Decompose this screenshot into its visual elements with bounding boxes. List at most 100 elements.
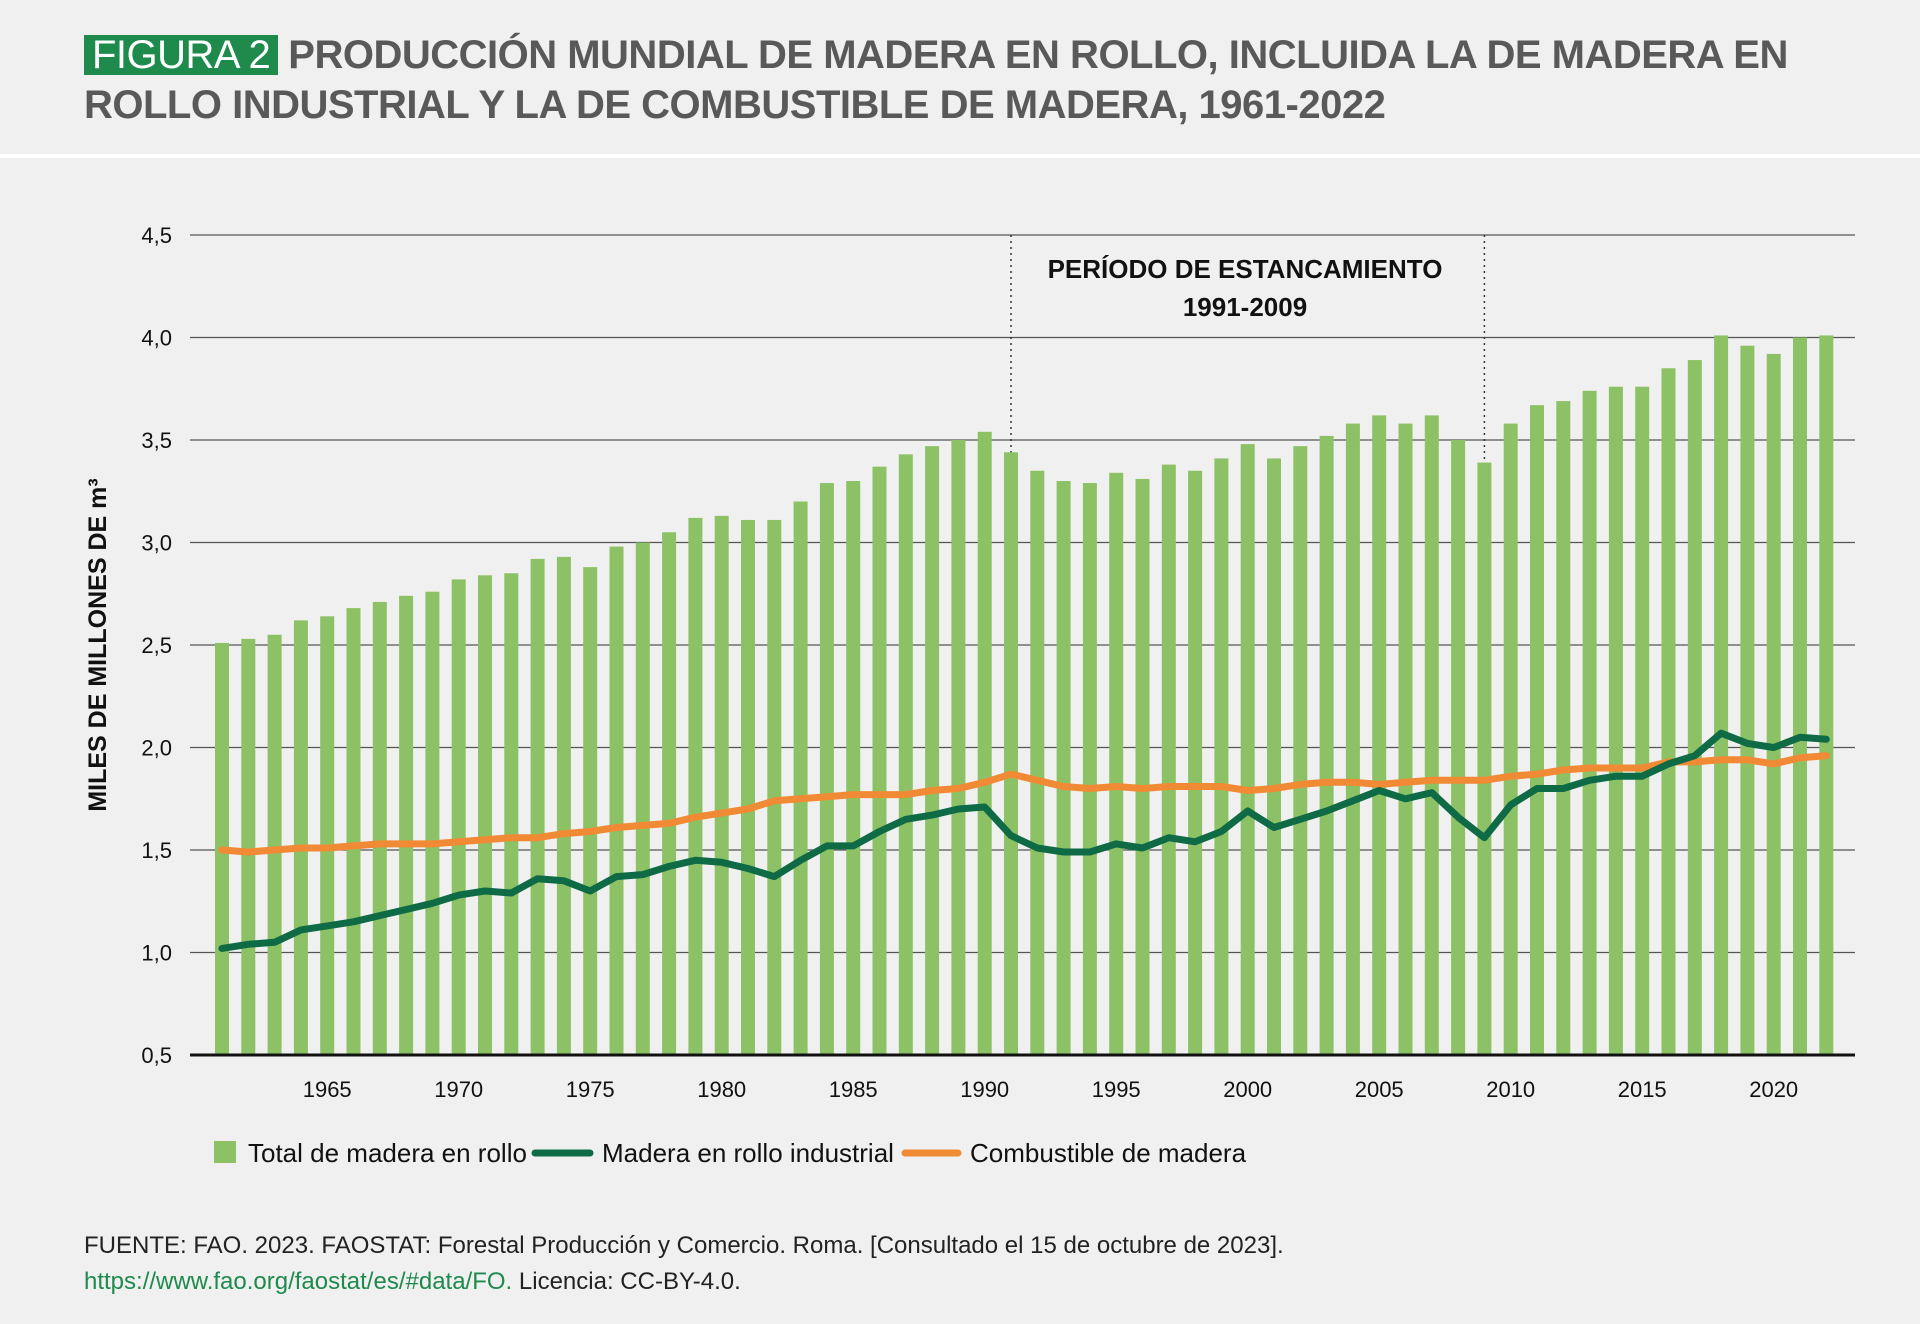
bar <box>504 573 519 1055</box>
bar <box>1424 415 1439 1055</box>
x-tick-label: 1975 <box>566 1077 615 1102</box>
x-tick-label: 1965 <box>303 1077 352 1102</box>
bar <box>425 591 440 1055</box>
bar <box>1819 335 1834 1055</box>
x-tick-label: 2010 <box>1486 1077 1535 1102</box>
y-axis-label: MILES DE MILLONES DE m³ <box>84 478 112 811</box>
source-text: FUENTE: FAO. 2023. FAOSTAT: Forestal Pro… <box>84 1232 1284 1259</box>
stagnation-label-line1: PERÍODO DE ESTANCAMIENTO <box>1048 254 1443 284</box>
figure-badge: FIGURA 2 <box>84 35 279 75</box>
bar <box>583 567 598 1055</box>
bar <box>1582 390 1597 1055</box>
series-line-fuel <box>218 752 1830 856</box>
bar <box>793 501 808 1055</box>
bar <box>1687 360 1702 1055</box>
bar <box>241 638 256 1055</box>
bar <box>1293 446 1308 1055</box>
bar <box>451 579 466 1055</box>
bar <box>1477 462 1492 1055</box>
bar <box>1082 483 1097 1055</box>
x-tick-label: 1995 <box>1092 1077 1141 1102</box>
bar <box>1004 452 1018 1055</box>
header: FIGURA 2 PRODUCCIÓN MUNDIAL DE MADERA EN … <box>0 0 1920 158</box>
y-tick-label: 4,0 <box>141 326 172 351</box>
bar <box>609 546 624 1055</box>
y-tick-label: 1,5 <box>141 838 172 863</box>
y-tick-label: 4,5 <box>141 223 172 248</box>
bar <box>1345 423 1360 1056</box>
y-tick-label: 3,0 <box>141 531 172 556</box>
bar <box>1319 435 1334 1055</box>
bar <box>1556 401 1571 1055</box>
bar <box>1109 472 1124 1055</box>
y-tick-label: 2,0 <box>141 736 172 761</box>
source-link[interactable]: https://www.fao.org/faostat/es/#data/FO. <box>84 1268 513 1295</box>
bar <box>662 532 677 1055</box>
bar <box>267 634 282 1055</box>
x-tick-label: 1985 <box>829 1077 878 1102</box>
bar <box>530 558 545 1055</box>
bar <box>925 446 940 1055</box>
source-link-row: https://www.fao.org/faostat/es/#data/FO.… <box>84 1264 1284 1300</box>
bar <box>635 542 650 1055</box>
figure-title-text: PRODUCCIÓN MUNDIAL DE MADERA EN ROLLO, I… <box>84 33 1788 127</box>
y-tick-label: 3,5 <box>141 428 172 453</box>
bar <box>1530 405 1544 1055</box>
stagnation-label-line2: 1991-2009 <box>1183 292 1307 322</box>
grid-layer <box>190 234 1855 1055</box>
chart: 0,5 1,0 1,5 2,0 2,5 3,0 3,5 4,0 4,5 1965 1970 1975 1… <box>84 223 1855 1168</box>
bar <box>293 620 308 1055</box>
bar <box>688 517 703 1055</box>
bar <box>1766 353 1781 1055</box>
bar <box>1661 368 1676 1055</box>
x-tick-label: 1990 <box>960 1077 1009 1102</box>
bar <box>1451 440 1466 1055</box>
bar <box>1188 470 1203 1055</box>
legend-label-fuel: Combustible de madera <box>970 1138 1247 1168</box>
bar <box>320 616 335 1055</box>
legend-label-industrial: Madera en rollo industrial <box>602 1138 894 1168</box>
bar <box>898 454 913 1056</box>
bar <box>872 466 887 1055</box>
axis-layer: 0,5 1,0 1,5 2,0 2,5 3,0 3,5 4,0 4,5 1965 1970 1975 1… <box>141 223 1855 1102</box>
bar <box>1030 470 1045 1055</box>
bar <box>1372 415 1387 1055</box>
x-tick-label: 2005 <box>1355 1077 1404 1102</box>
bar <box>767 519 782 1055</box>
bar <box>1240 444 1255 1056</box>
bar <box>399 595 414 1055</box>
bar <box>1056 481 1071 1055</box>
bar <box>556 556 571 1055</box>
bar <box>741 519 755 1055</box>
bar <box>1267 458 1281 1055</box>
bar <box>846 481 861 1055</box>
bar <box>478 575 492 1055</box>
x-tick-label: 2015 <box>1618 1077 1667 1102</box>
annotation-layer: PERÍODO DE ESTANCAMIENTO 1991-2009 <box>1048 254 1443 322</box>
y-tick-label: 0,5 <box>141 1043 172 1068</box>
x-tick-label: 1970 <box>434 1077 483 1102</box>
bar <box>1503 423 1518 1056</box>
bar <box>1714 335 1729 1055</box>
bar <box>977 431 992 1055</box>
bar <box>372 601 387 1055</box>
bar <box>1135 478 1150 1055</box>
figure-title: FIGURA 2 PRODUCCIÓN MUNDIAL DE MADERA EN … <box>84 30 1864 130</box>
x-tick-label: 1980 <box>697 1077 746 1102</box>
bar <box>951 440 966 1055</box>
series-line-industrial <box>218 729 1830 952</box>
bar <box>1214 458 1229 1055</box>
x-tick-label: 2000 <box>1223 1077 1272 1102</box>
license-text: Licencia: CC-BY-4.0. <box>518 1268 741 1295</box>
bar <box>1161 464 1176 1056</box>
source-note: FUENTE: FAO. 2023. FAOSTAT: Forestal Pro… <box>84 1228 1284 1300</box>
bar <box>1793 337 1807 1055</box>
bar <box>1740 345 1755 1055</box>
bar-layer <box>215 335 1834 1056</box>
legend: Total de madera en rollo Madera en rollo … <box>214 1138 1247 1168</box>
line-layer <box>218 729 1830 952</box>
x-tick-label: 2020 <box>1749 1077 1798 1102</box>
bar <box>714 515 729 1055</box>
bar <box>346 608 361 1055</box>
bar <box>1608 386 1623 1055</box>
